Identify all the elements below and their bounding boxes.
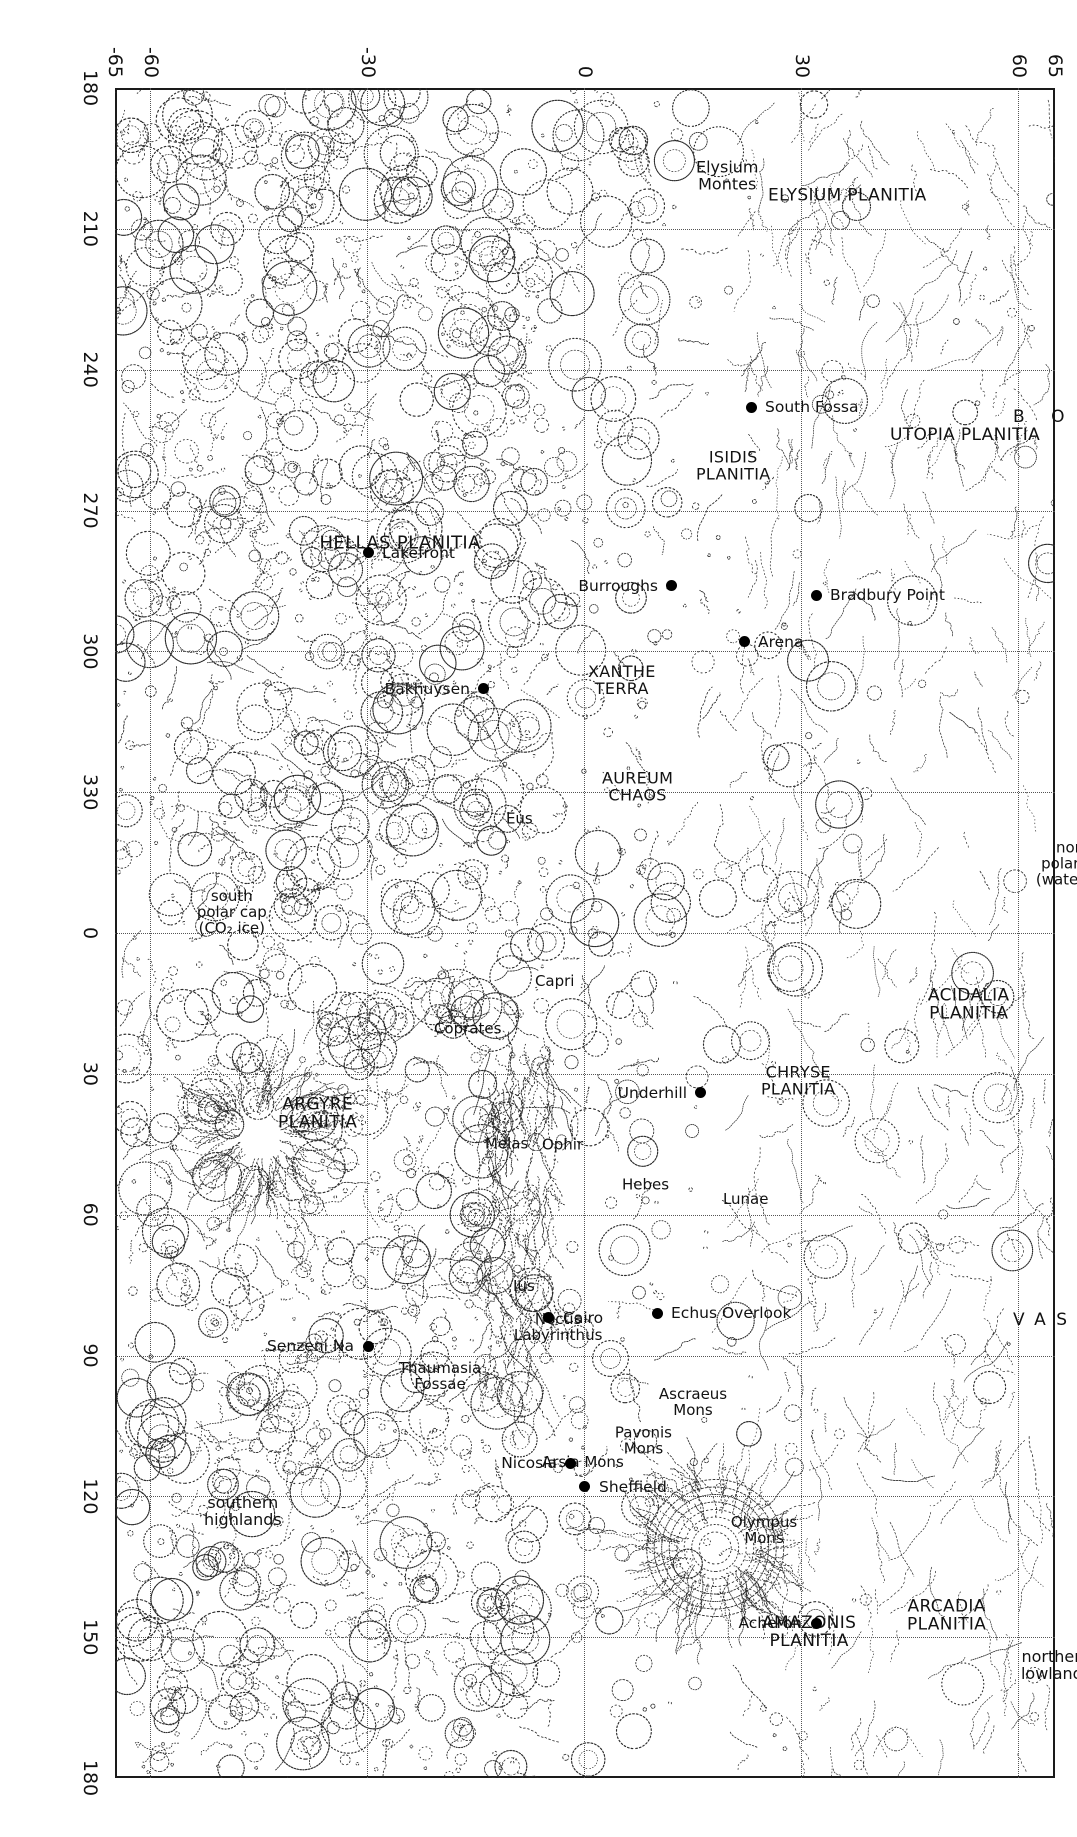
- settlement-label: Bradbury Point: [830, 586, 946, 604]
- lon-tick-label: 210: [79, 210, 101, 247]
- settlement-label: Sheffield: [599, 1477, 667, 1496]
- settlement-dot-icon: [810, 1617, 822, 1629]
- lat-tick-label: -60: [140, 46, 163, 78]
- settlement-dot-icon: [745, 401, 757, 413]
- lon-tick-label: 270: [79, 492, 101, 529]
- terrain-stipple: [115, 88, 1055, 1778]
- lon-tick-label: 330: [79, 774, 101, 811]
- lon-tick-label: 240: [79, 351, 101, 388]
- settlement-dot-icon: [810, 589, 822, 601]
- lon-tick-label: 180: [79, 69, 101, 107]
- lon-tick-label: 30: [79, 1061, 101, 1086]
- lon-tick-label: 0: [79, 926, 101, 940]
- settlement-dot-icon: [362, 1340, 374, 1352]
- lon-tick-label: 300: [79, 633, 101, 670]
- lat-tick-label: 0: [574, 65, 596, 78]
- lon-tick-label: 180: [79, 1759, 101, 1797]
- lat-tick-label: 65: [1044, 53, 1066, 78]
- lat-tick-label: 30: [790, 53, 813, 78]
- settlement-dot-icon: [362, 547, 374, 559]
- settlement-label: Cairo: [562, 1308, 604, 1327]
- lat-tick-label: 60: [1007, 53, 1030, 78]
- settlement-label: Underhill: [617, 1083, 687, 1102]
- settlement-label: Echus Overlook: [671, 1304, 792, 1323]
- settlement-dot-icon: [565, 1457, 577, 1469]
- settlement-label: Senzeni Na: [267, 1337, 355, 1356]
- lon-tick-label: 60: [79, 1202, 101, 1227]
- settlement-label: Lakefront: [382, 543, 456, 562]
- settlement-label: Bakhuysen: [384, 679, 470, 698]
- lon-tick-label: 90: [79, 1343, 101, 1368]
- settlement-label: Arena: [758, 632, 804, 651]
- settlement-label: South Fossa: [765, 398, 859, 417]
- lat-tick-label: -30: [357, 46, 380, 78]
- settlement-label: Acheron: [738, 1614, 803, 1633]
- lat-tick-label: -65: [104, 46, 126, 78]
- settlement-label: Nicosia: [500, 1454, 557, 1473]
- settlement-dot-icon: [738, 636, 750, 648]
- settlement-label: Burroughs: [578, 576, 658, 595]
- settlement-dot-icon: [651, 1307, 663, 1319]
- map-plate: VASTITASB O R E A L I Snorth polar cap (…: [115, 88, 1077, 1778]
- lon-tick-label: 120: [79, 1478, 101, 1515]
- lon-tick-label: 150: [79, 1619, 101, 1656]
